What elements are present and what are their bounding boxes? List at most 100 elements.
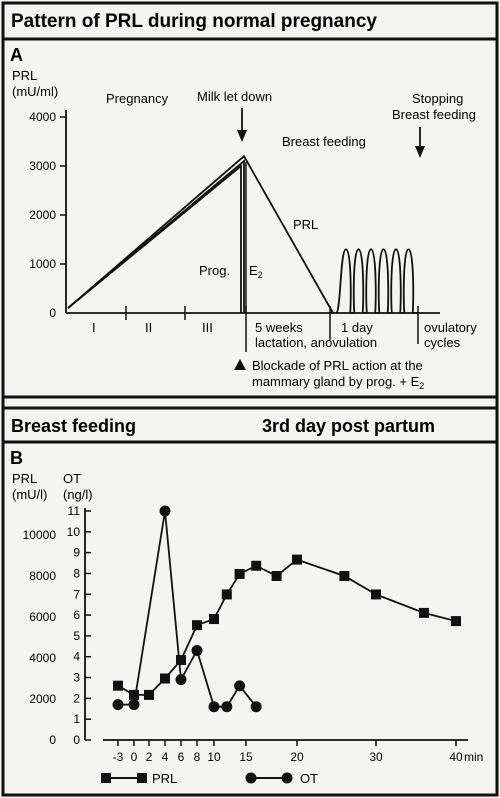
panel-a-axes: 4000 3000 2000 1000 0 [29, 110, 440, 352]
series-label-prl: PRL [293, 217, 318, 232]
ot-point [221, 701, 233, 713]
prl-axis-tick-label: 2000 [29, 692, 56, 706]
time-axis-tick-label: 30 [369, 750, 383, 764]
prl-axis-tick-label: 8000 [29, 569, 56, 583]
panel-a-curves [67, 154, 417, 314]
time-axis-tick-label: 0 [131, 750, 138, 764]
blockade-note-line1: Blockade of PRL action at the [252, 358, 423, 373]
time-axis-tick-label: -3 [113, 750, 124, 764]
prl-point [192, 620, 202, 631]
prl-point [292, 554, 302, 565]
panel-a-ytick-label: 3000 [29, 159, 56, 173]
prl-axis-tick-label: 4000 [29, 651, 56, 665]
panel-a-ylabel: PRL [12, 68, 37, 83]
time-axis-tick-label: 40 [449, 750, 463, 764]
prl-point [209, 614, 219, 625]
prl-suckling-pulses [335, 248, 417, 314]
ot-axis-tick-label: 4 [73, 650, 80, 664]
phase-cycles: cycles [424, 335, 461, 350]
annotation-milk-let-down: Milk let down [197, 89, 272, 104]
annotation-breast-feeding: Breast feeding [282, 134, 366, 149]
ot-axis-tick-label: 2 [73, 691, 80, 705]
ot-axis-tick-label: 1 [73, 712, 80, 726]
series-label-e2: E2 [249, 263, 263, 280]
time-axis-tick-label: 10 [207, 750, 221, 764]
phase-trimester-1: I [92, 320, 96, 335]
phase-lactation-anovulation: lactation, anovulation [255, 335, 377, 350]
ot-axis-tick-label: 10 [67, 525, 81, 539]
panel-b-series [112, 505, 461, 713]
prl-point [419, 607, 429, 618]
prl-point [113, 680, 123, 691]
ot-point [128, 699, 140, 711]
panel-a-ylabel-unit: (mU/ml) [12, 84, 58, 99]
legend-prl-marker [101, 773, 111, 783]
time-axis-tick-label: 15 [239, 750, 253, 764]
prl-axis-label: PRL [12, 471, 37, 486]
ot-point [208, 701, 220, 713]
time-axis-tick-label: 2 [146, 750, 153, 764]
legend-ot-marker [281, 772, 293, 784]
time-axis-tick-label: 8 [194, 750, 201, 764]
panel-a-ytick-label: 2000 [29, 208, 56, 222]
prl-line [117, 558, 457, 696]
prog-curve [67, 159, 245, 313]
phase-trimester-2: II [145, 320, 152, 335]
ot-point [175, 674, 187, 686]
prl-point [129, 689, 139, 700]
time-axis-tick-label: 6 [178, 750, 185, 764]
time-axis-unit: min [464, 750, 483, 764]
time-axis-tick-label: 20 [290, 750, 304, 764]
panel-a-ytick-label: 4000 [29, 110, 56, 124]
panel-a-ytick-label: 1000 [29, 257, 56, 271]
ot-axis-tick-label: 3 [73, 671, 80, 685]
phase-ovulatory: ovulatory [424, 320, 477, 335]
prl-point [451, 616, 461, 627]
blockade-note-line2: mammary gland by prog. + E2 [252, 374, 424, 391]
prl-axis-tick-label: 0 [49, 733, 56, 747]
prl-axis-ticks: 0 2000 4000 6000 8000 10000 [23, 528, 57, 747]
ot-axis-tick-label: 0 [73, 733, 80, 747]
ot-point [191, 644, 203, 656]
prl-point [160, 673, 170, 684]
annotation-pregnancy: Pregnancy [106, 91, 169, 106]
panel-b-header-left: Breast feeding [11, 416, 136, 436]
legend-ot-marker [245, 772, 257, 784]
milk-let-down-arrow [237, 108, 247, 142]
panel-a-letter: A [10, 45, 23, 65]
annotation-stopping: Stopping [412, 91, 463, 106]
phase-1-day: 1 day [341, 320, 373, 335]
phase-5-weeks: 5 weeks [255, 320, 303, 335]
prl-curve [67, 154, 334, 314]
ot-point [250, 701, 262, 713]
time-axis-tick-label: 4 [162, 750, 169, 764]
series-label-prog: Prog. [199, 263, 230, 278]
ot-point [159, 505, 171, 517]
prl-point [176, 655, 186, 666]
ot-axis-ticks: 0 1 2 3 4 5 6 7 8 9 10 11 [67, 504, 91, 747]
prl-axis-unit: (mU/l) [12, 487, 47, 502]
ot-axis-tick-label: 6 [73, 608, 80, 622]
annotation-stopping-breast-feeding: Breast feeding [392, 107, 476, 122]
prl-point [371, 589, 381, 600]
prl-point [339, 571, 350, 581]
e2-curve [67, 164, 242, 313]
ot-point [112, 699, 124, 711]
time-axis-ticks: -3 0 2 4 6 8 10 15 20 30 40 [113, 740, 463, 764]
ot-axis-label: OT [63, 471, 81, 486]
prl-point [251, 560, 262, 571]
prl-point [221, 589, 232, 600]
prl-point [271, 571, 282, 581]
ot-point [234, 680, 246, 692]
ot-axis-tick-label: 8 [73, 566, 80, 580]
panel-b-header-right: 3rd day post partum [262, 416, 435, 436]
ot-line [118, 510, 257, 708]
legend: PRL OT [101, 771, 318, 786]
phase-trimester-3: III [202, 320, 213, 335]
prl-axis-tick-label: 6000 [29, 610, 56, 624]
legend-prl-marker [137, 773, 147, 783]
blockade-triangle-icon [234, 359, 246, 370]
